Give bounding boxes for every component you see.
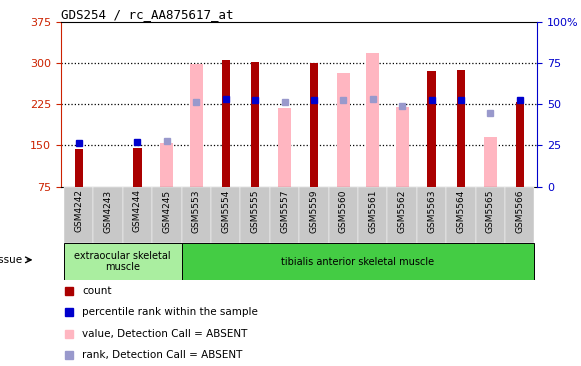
Bar	[160, 143, 174, 187]
Bar	[388, 187, 417, 243]
Bar	[152, 187, 182, 243]
Bar	[182, 187, 211, 243]
Bar	[241, 187, 270, 243]
Bar	[417, 187, 446, 243]
Bar	[446, 187, 476, 243]
Bar	[74, 149, 83, 187]
Text: GSM5565: GSM5565	[486, 190, 495, 233]
Text: GSM5564: GSM5564	[457, 190, 465, 233]
Bar	[211, 187, 241, 243]
Bar	[329, 187, 358, 243]
Bar	[337, 73, 350, 187]
Text: GSM4244: GSM4244	[133, 190, 142, 232]
Text: tibialis anterior skeletal muscle: tibialis anterior skeletal muscle	[281, 257, 435, 267]
Text: GSM4245: GSM4245	[162, 190, 171, 233]
Text: value, Detection Call = ABSENT: value, Detection Call = ABSENT	[82, 329, 248, 339]
Text: GSM5562: GSM5562	[397, 190, 407, 233]
Text: GSM5557: GSM5557	[280, 190, 289, 233]
Text: GSM5553: GSM5553	[192, 190, 201, 233]
Bar	[64, 187, 94, 243]
Text: GSM5555: GSM5555	[250, 190, 260, 233]
Bar	[428, 71, 436, 187]
Text: GSM5561: GSM5561	[368, 190, 377, 233]
Text: GSM5554: GSM5554	[221, 190, 230, 233]
Bar	[123, 187, 152, 243]
Bar	[270, 187, 299, 243]
Text: rank, Detection Call = ABSENT: rank, Detection Call = ABSENT	[82, 350, 242, 360]
Text: count: count	[82, 286, 112, 296]
Text: GSM4242: GSM4242	[74, 190, 83, 232]
Bar	[189, 64, 203, 187]
Text: GSM5560: GSM5560	[339, 190, 348, 233]
Bar	[299, 187, 329, 243]
Text: GSM5559: GSM5559	[310, 190, 318, 233]
Text: GSM5563: GSM5563	[427, 190, 436, 233]
Text: GSM4243: GSM4243	[103, 190, 113, 233]
Bar	[278, 108, 291, 187]
Bar	[516, 101, 524, 187]
Bar	[396, 107, 409, 187]
Bar	[358, 187, 388, 243]
Text: GDS254 / rc_AA875617_at: GDS254 / rc_AA875617_at	[61, 8, 234, 21]
Bar	[457, 70, 465, 187]
Text: percentile rank within the sample: percentile rank within the sample	[82, 307, 258, 317]
Bar	[134, 147, 142, 187]
Bar	[310, 63, 318, 187]
Bar	[221, 60, 230, 187]
Bar	[94, 187, 123, 243]
Text: extraocular skeletal
muscle: extraocular skeletal muscle	[74, 251, 171, 273]
Text: GSM5566: GSM5566	[515, 190, 524, 233]
Bar	[505, 187, 535, 243]
Bar	[251, 62, 259, 187]
Bar	[182, 243, 535, 280]
Bar	[476, 187, 505, 243]
Bar	[64, 243, 182, 280]
Bar	[366, 53, 379, 187]
Text: tissue: tissue	[0, 255, 23, 265]
Bar	[484, 137, 497, 187]
